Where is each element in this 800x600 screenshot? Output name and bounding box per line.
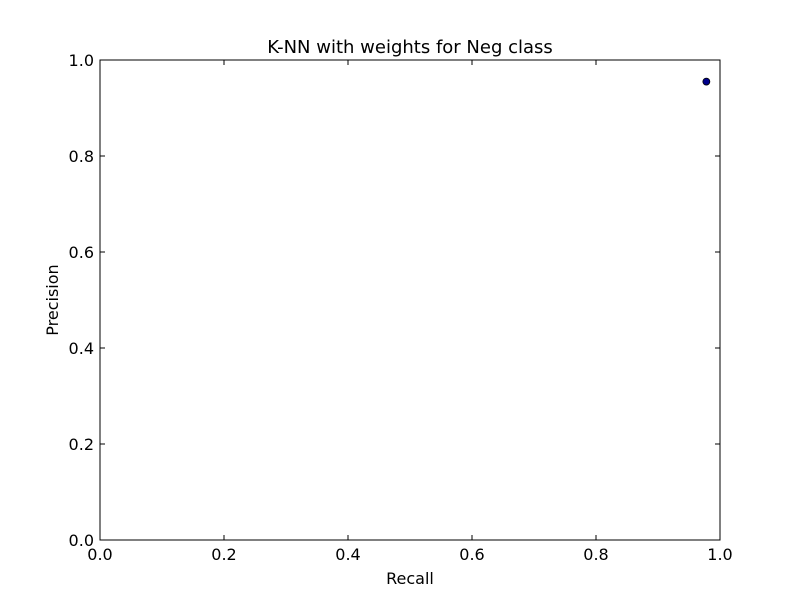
tick-labels: 0.0 0.2 0.4 0.6 0.8 1.0 0.0 0.2 0.4 0.6 0.8 1.0	[69, 51, 733, 564]
y-tick-label: 0.8	[69, 147, 94, 166]
y-tick-label: 0.2	[69, 435, 94, 454]
x-tick-label: 0.0	[87, 545, 112, 564]
y-axis-label: Precision	[43, 264, 62, 335]
x-tick-label: 0.4	[335, 545, 360, 564]
plot-frame	[99, 59, 721, 541]
y-tick-label: 0.6	[69, 243, 94, 262]
x-axis-label: Recall	[386, 569, 434, 588]
tick-marks	[99, 59, 721, 541]
y-tick-label: 1.0	[69, 51, 94, 70]
scatter-points	[702, 77, 711, 86]
y-tick-label: 0.4	[69, 339, 94, 358]
y-tick-label: 0.0	[69, 531, 94, 550]
x-tick-label: 0.6	[459, 545, 484, 564]
x-tick-label: 0.2	[211, 545, 236, 564]
chart-title: K-NN with weights for Neg class	[267, 37, 553, 58]
x-tick-label: 0.8	[583, 545, 608, 564]
x-tick-label: 1.0	[707, 545, 732, 564]
scatter-point	[702, 77, 711, 86]
